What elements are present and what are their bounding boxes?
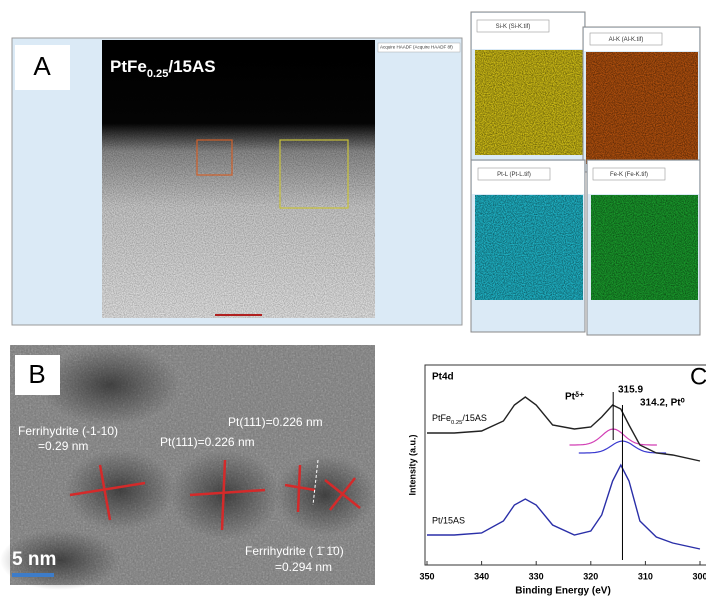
marker-label: 314.2, Pt⁰ xyxy=(640,398,685,409)
panel-label: A xyxy=(33,51,51,81)
annotation: Ferrihydrite ( 1̄ 1̄0) xyxy=(245,544,344,558)
xps-chart: Pt4d C Binding Energy (eV) Intensity (a.… xyxy=(407,363,706,596)
x-tick-label: 320 xyxy=(583,571,598,581)
map-texture xyxy=(475,50,583,155)
image-texture xyxy=(102,40,375,318)
scale-label: 5 nm xyxy=(12,549,56,570)
x-tick-label: 300 xyxy=(692,571,706,581)
y-axis-label: Intensity (a.u.) xyxy=(407,434,417,495)
panel-label: B xyxy=(28,359,45,389)
chart-title: Pt4d xyxy=(432,372,454,383)
eds-maps: Si-K (Si-K.tif) Al-K (Al-K.tif) Pt-L (Pt-L… xyxy=(471,12,700,335)
annotation: =0.294 nm xyxy=(275,560,332,574)
series-label: Pt/15AS xyxy=(432,515,465,525)
map-texture xyxy=(475,195,583,300)
map-label: Fe-K (Fe-K.tif) xyxy=(610,172,648,178)
map-texture xyxy=(591,195,698,300)
figure: Acquire HAADF (Acquire HAADF 8f) A PtFe0… xyxy=(0,0,706,598)
annotation: Pt(111)=0.226 nm xyxy=(160,435,255,449)
annotation: Pt(111)=0.226 nm xyxy=(228,415,323,429)
annotation: =0.29 nm xyxy=(38,439,88,453)
x-axis-label: Binding Energy (eV) xyxy=(515,586,611,597)
map-texture xyxy=(586,52,698,164)
map-label: Pt-L (Pt-L.tif) xyxy=(497,172,531,178)
scale-bar xyxy=(12,573,54,577)
panel-b: B Ferrihydrite (-1-10) =0.29 nm Pt(111)=… xyxy=(0,345,375,590)
map-label: Si-K (Si-K.tif) xyxy=(496,24,531,30)
x-tick-label: 350 xyxy=(419,571,434,581)
map-label: Al-K (Al-K.tif) xyxy=(609,37,644,43)
x-tick-label: 330 xyxy=(529,571,544,581)
x-tick-label: 310 xyxy=(638,571,653,581)
particle xyxy=(275,455,375,535)
panel-a: Acquire HAADF (Acquire HAADF 8f) A PtFe0… xyxy=(12,38,462,325)
annotation: Ferrihydrite (-1-10) xyxy=(18,424,118,438)
caption: Acquire HAADF (Acquire HAADF 8f) xyxy=(380,45,453,50)
particle xyxy=(65,450,175,530)
peak-label: Ptᵟ⁺ xyxy=(565,392,584,403)
marker-label: 315.9 xyxy=(618,385,643,396)
x-tick-label: 340 xyxy=(474,571,489,581)
particle xyxy=(40,345,180,425)
panel-label: C xyxy=(690,363,706,390)
